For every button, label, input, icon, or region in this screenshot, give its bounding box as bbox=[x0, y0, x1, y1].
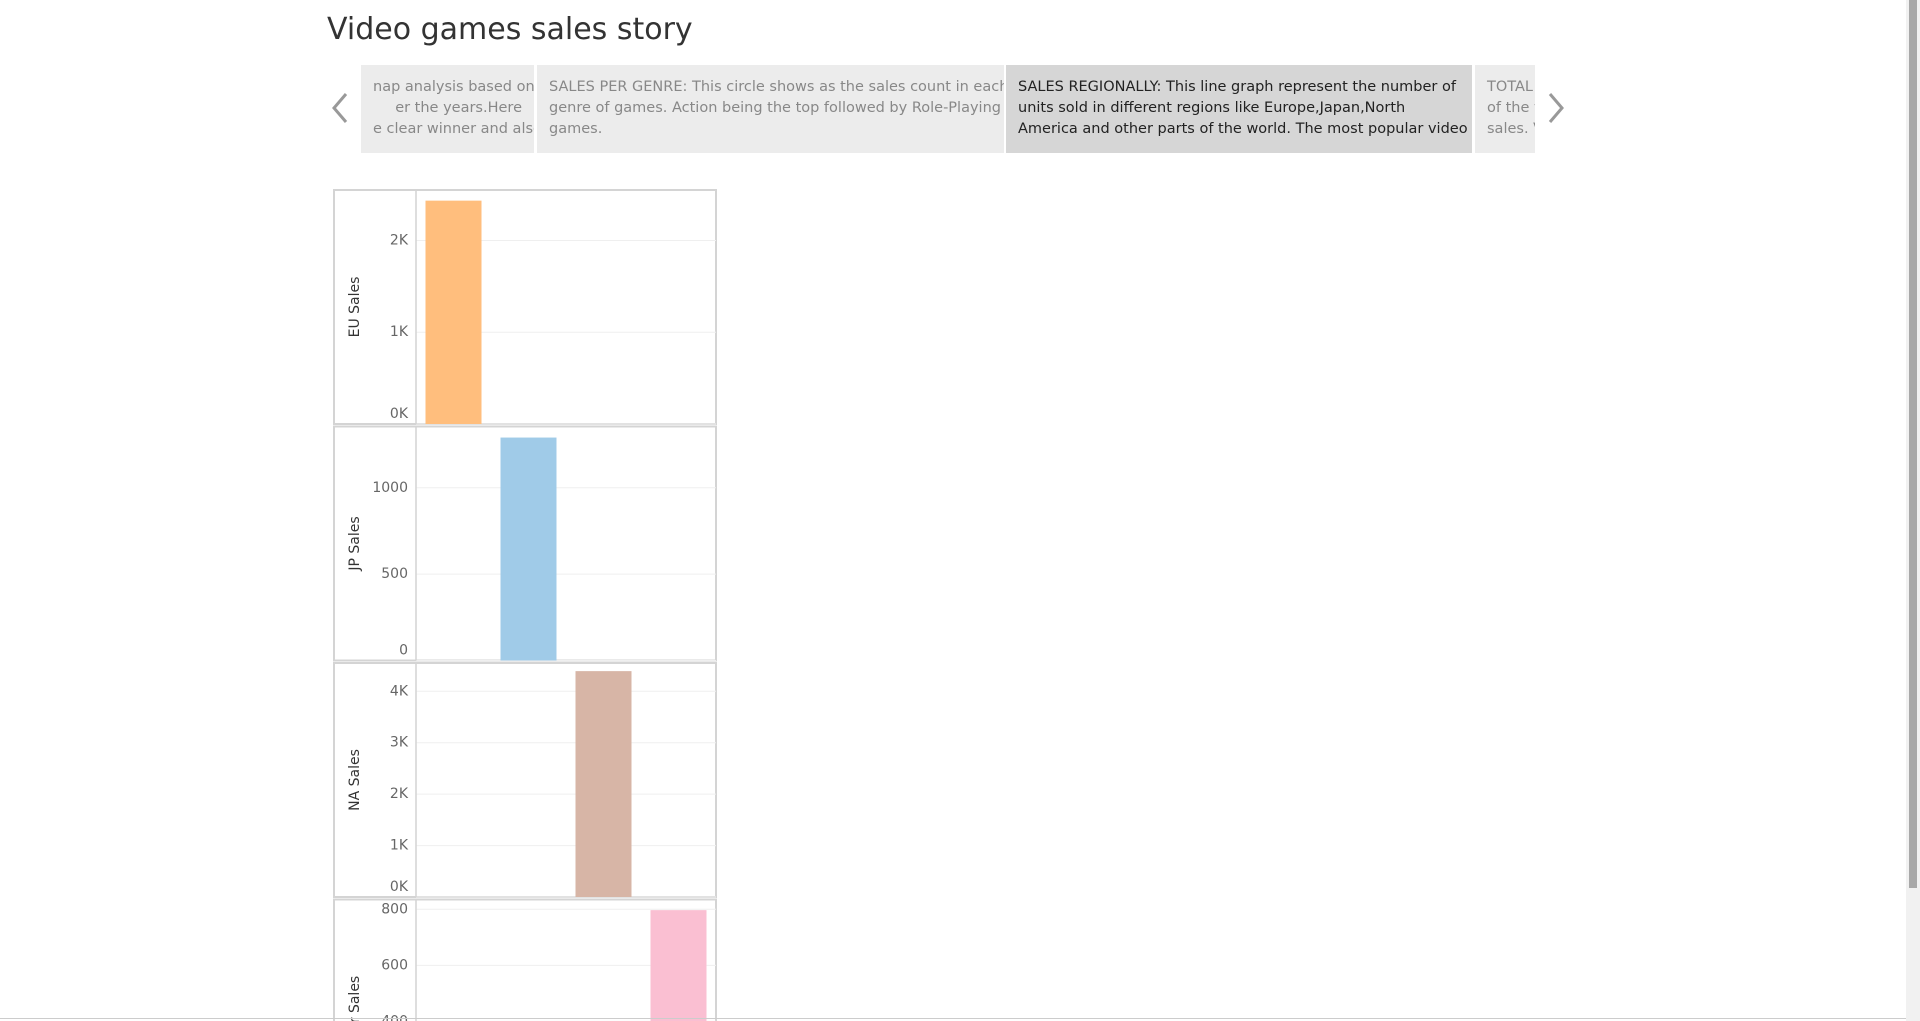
y-tick-label: 3K bbox=[390, 735, 409, 751]
y-tick-label: 800 bbox=[381, 901, 408, 917]
story-point[interactable]: SALES REGIONALLY: This line graph repres… bbox=[1006, 65, 1472, 153]
story-point-text: TOTAL bbox=[1487, 79, 1533, 95]
story-point-text: units sold in different regions like Eur… bbox=[1018, 100, 1406, 116]
prev-arrow[interactable] bbox=[328, 90, 352, 126]
story-point-text: genre of games. Action being the top fol… bbox=[549, 100, 1001, 116]
y-tick-label: 2K bbox=[390, 232, 409, 248]
scrollbar-thumb[interactable] bbox=[1909, 0, 1917, 888]
story-point-text: SALES REGIONALLY: This line graph repres… bbox=[1018, 79, 1456, 95]
y-tick-label: 1K bbox=[390, 838, 409, 854]
story-point-text: er the years.Here bbox=[395, 100, 522, 116]
story-point-text: games. bbox=[549, 121, 603, 137]
bar bbox=[575, 671, 632, 897]
y-tick-label: 2K bbox=[390, 786, 409, 802]
panel-border bbox=[333, 189, 717, 425]
story-title: Video games sales story bbox=[327, 12, 693, 47]
story-point-text: sales. V bbox=[1487, 121, 1535, 137]
story-point-text: nap analysis based on bbox=[373, 79, 534, 95]
y-tick-label: 1000 bbox=[372, 480, 408, 496]
y-tick-label: 0K bbox=[390, 406, 409, 422]
y-tick-label: 0K bbox=[390, 879, 409, 895]
story-point-text: SALES PER GENRE: This circle shows as th… bbox=[549, 79, 1004, 95]
story-point[interactable]: TOTAL of the v sales. V bbox=[1475, 65, 1535, 153]
story-point-text: America and other parts of the world. Th… bbox=[1018, 121, 1468, 137]
y-tick-label: 1K bbox=[390, 324, 409, 340]
bottom-border bbox=[0, 1018, 1906, 1019]
story-navigator: nap analysis based on er the years.Here e … bbox=[361, 65, 1535, 153]
bar bbox=[425, 200, 482, 424]
story-point-text: e clear winner and also bbox=[373, 121, 534, 137]
bar bbox=[650, 910, 707, 1021]
story-point[interactable]: nap analysis based on er the years.Here e … bbox=[361, 65, 534, 153]
panel-border bbox=[333, 898, 717, 1021]
y-axis-title: Other Sales bbox=[347, 976, 363, 1021]
y-tick-label: 600 bbox=[381, 957, 408, 973]
y-tick-label: 500 bbox=[381, 566, 408, 582]
y-tick-label: 400 bbox=[381, 1013, 408, 1021]
bar bbox=[500, 437, 557, 661]
y-axis-title: EU Sales bbox=[347, 277, 363, 338]
story-point-text: of the v bbox=[1487, 100, 1535, 116]
story-point[interactable]: SALES PER GENRE: This circle shows as th… bbox=[537, 65, 1004, 153]
next-arrow[interactable] bbox=[1544, 90, 1568, 126]
y-axis-title: NA Sales bbox=[347, 749, 363, 811]
scrollbar[interactable] bbox=[1906, 0, 1920, 1021]
y-tick-label: 0 bbox=[399, 643, 408, 659]
y-axis-title: JP Sales bbox=[347, 516, 363, 571]
y-tick-label: 4K bbox=[390, 683, 409, 699]
